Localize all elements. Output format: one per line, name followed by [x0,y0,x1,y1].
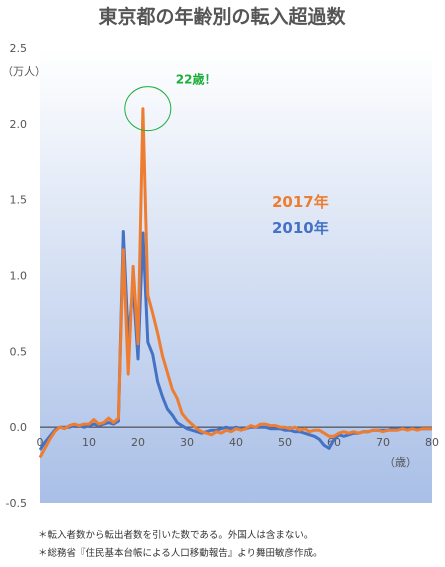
legend-2010: 2010年 [272,219,329,237]
x-tick-label: 50 [278,436,292,449]
x-tick-label: 30 [180,436,194,449]
x-tick-label: 20 [131,436,145,449]
x-tick-label: 80 [425,436,439,449]
y-tick-label: 2.5 [10,42,28,55]
callout-circle [124,86,172,132]
x-tick-label: 70 [376,436,390,449]
x-tick-label: 0 [37,436,44,449]
y-tick-label: 2.0 [10,118,28,131]
footnote-1: ＊転入者数から転出者数を引いた数である。外国人は含まない。 [38,529,313,541]
y-tick-label: 0.0 [10,421,28,434]
x-axis-ticks: 0 10 20 30 40 50 60 70 80 [37,436,440,449]
series-line-2017年 [38,107,432,459]
x-tick-label: 40 [229,436,243,449]
plot-area [40,48,432,503]
legend-2017: 2017年 [272,193,329,211]
y-tick-label: -0.5 [6,497,27,510]
callout-label: 22歳！ [176,72,217,87]
y-tick-label: 1.0 [10,270,28,283]
y-tick-label: 0.5 [10,345,28,358]
x-tick-label: 10 [82,436,96,449]
x-unit-label: （歳） [384,456,417,469]
series-layer [38,107,432,459]
chart-title: 東京都の年齢別の転入超過数 [98,5,346,28]
y-tick-label: 1.5 [10,194,28,207]
footnote-2: ＊総務省『住民基本台帳による人口移動報告』より舞田敏彦作成。 [38,547,323,559]
y-axis-ticks: 2.5 2.0 1.5 1.0 0.5 0.0 -0.5 [6,42,27,510]
y-unit-label: （万人） [2,65,46,78]
